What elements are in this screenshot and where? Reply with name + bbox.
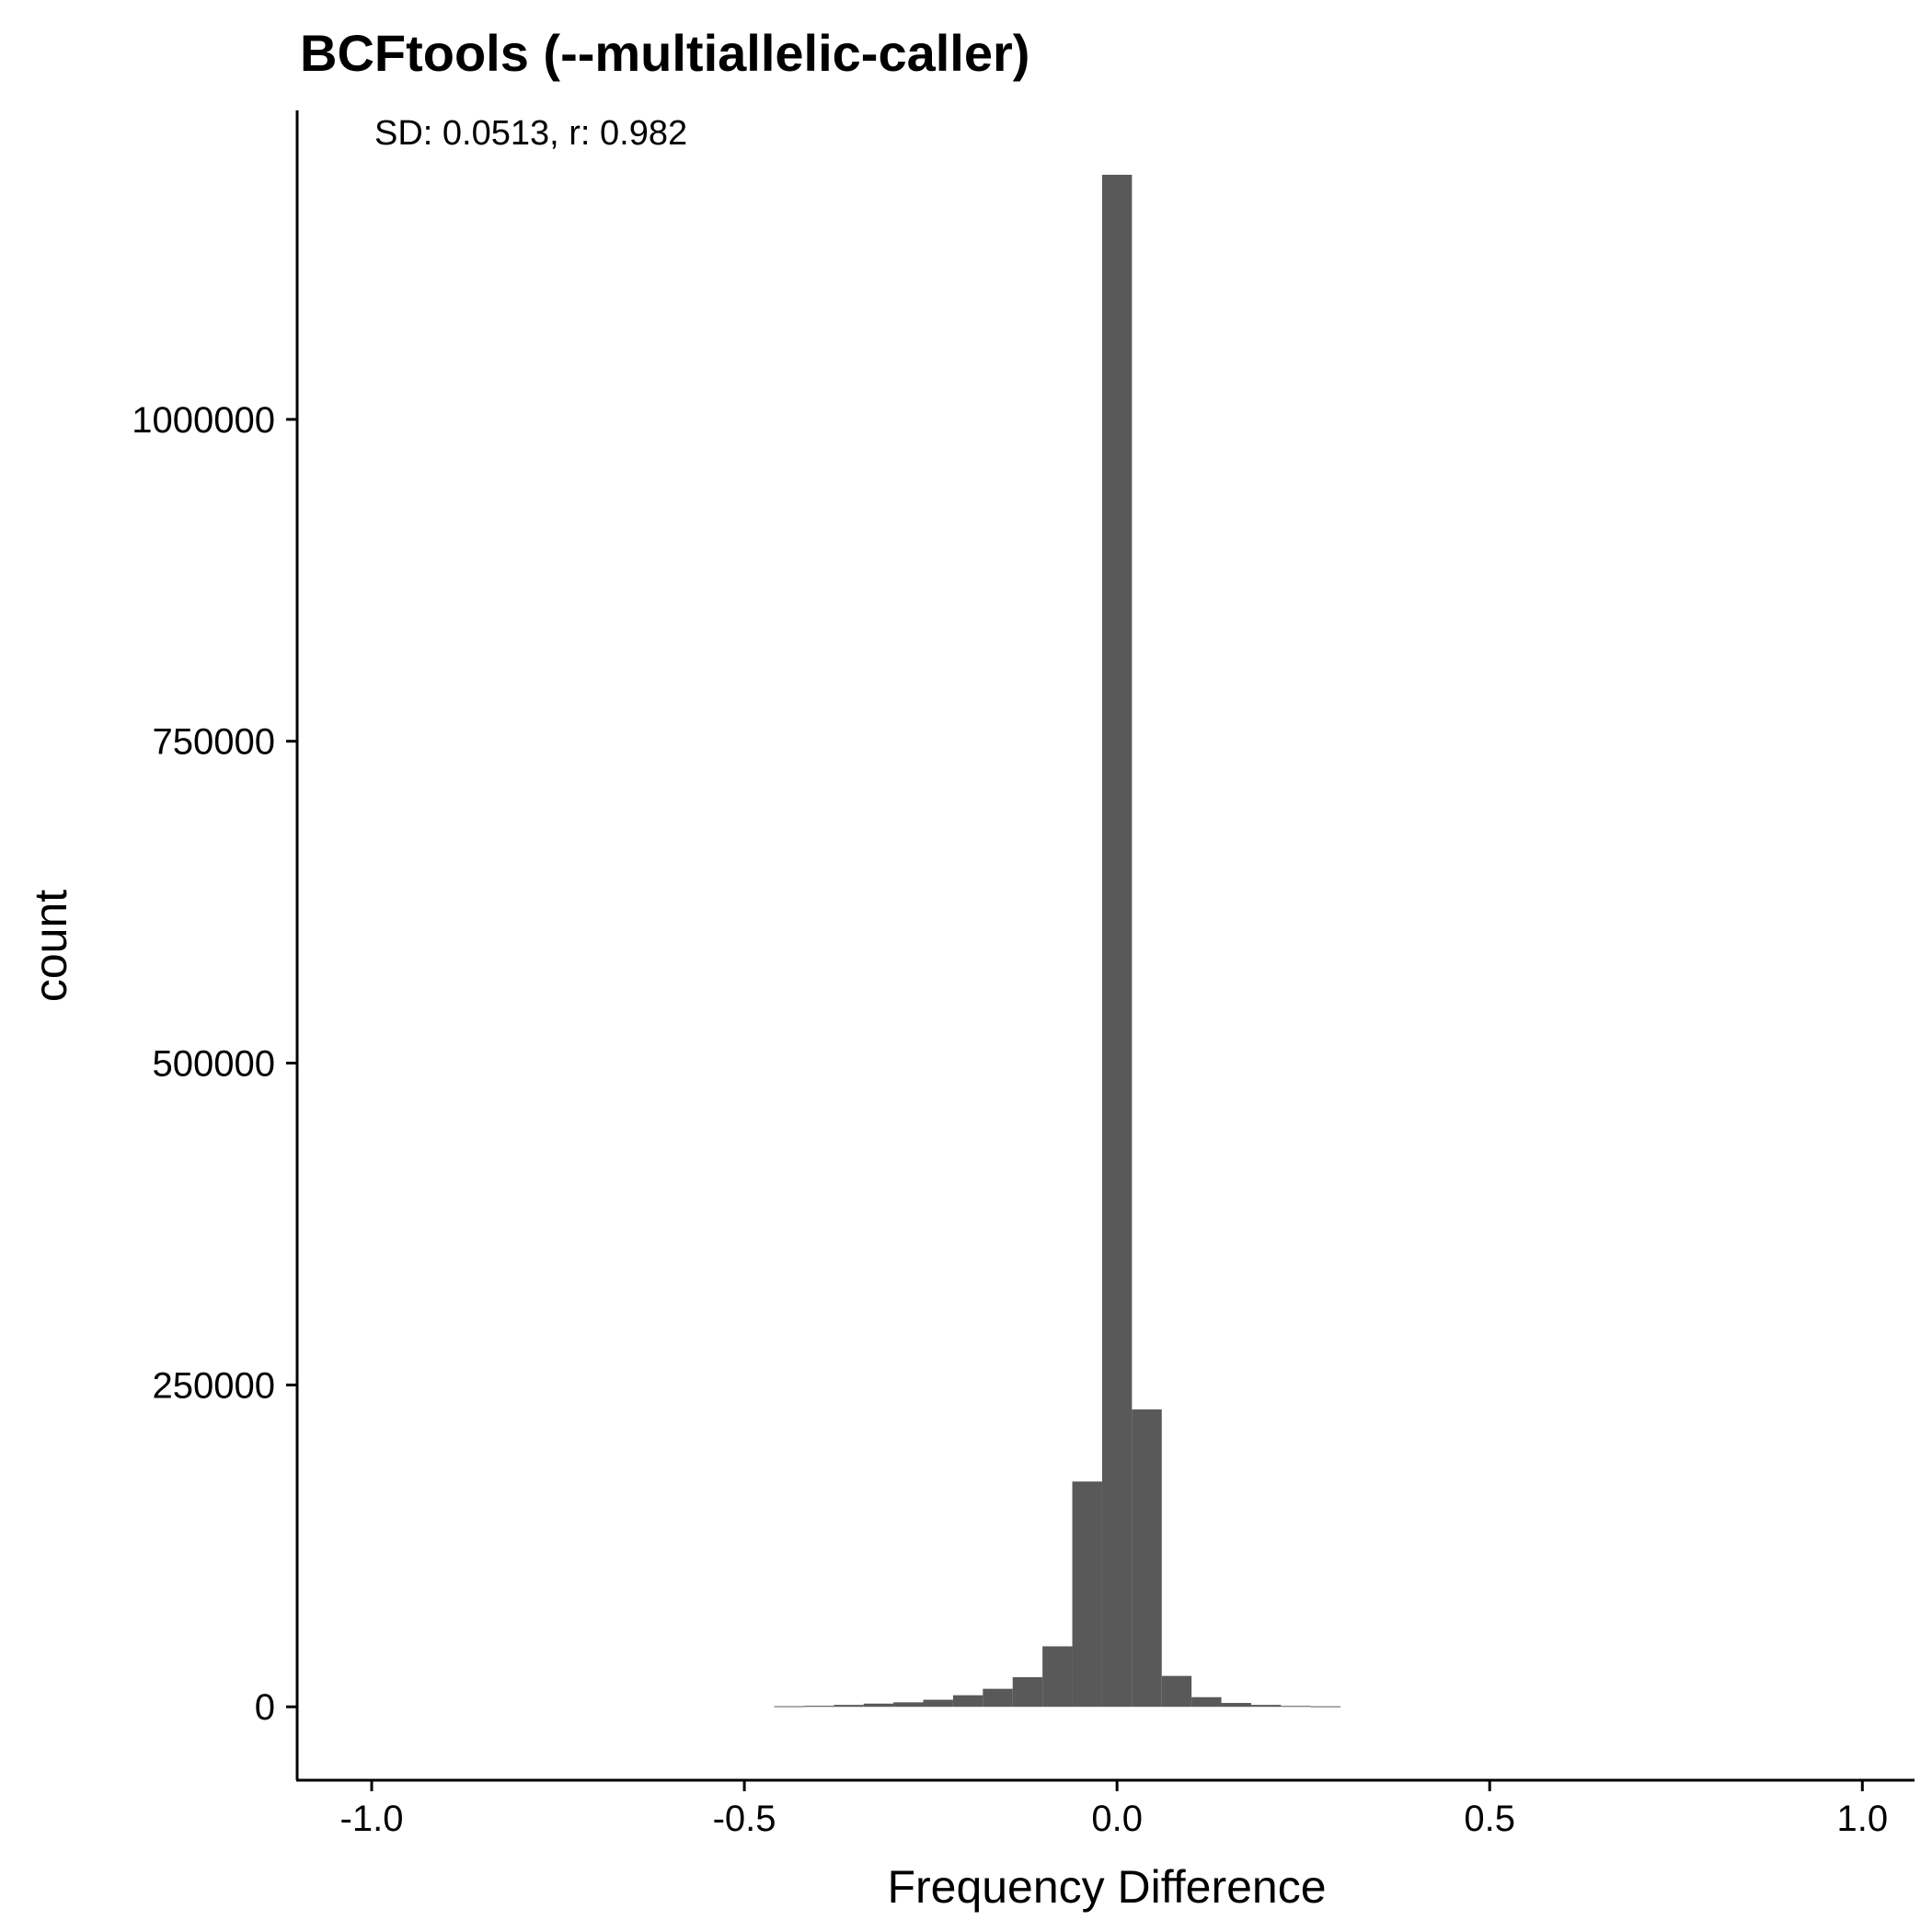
histogram-bar xyxy=(924,1700,953,1708)
histogram-bar xyxy=(774,1707,803,1708)
y-tick-label: 750000 xyxy=(153,722,275,763)
stats-annotation: SD: 0.0513, r: 0.982 xyxy=(374,114,687,153)
histogram-bar xyxy=(1073,1481,1102,1707)
histogram-bar xyxy=(1013,1677,1042,1707)
histogram-bar xyxy=(893,1702,923,1707)
x-tick-label: 1.0 xyxy=(1836,1799,1888,1839)
chart-title: BCFtools (--multiallelic-caller) xyxy=(300,24,1029,82)
x-tick-label: -0.5 xyxy=(713,1799,776,1839)
histogram-bar xyxy=(1281,1706,1310,1707)
histogram-bar xyxy=(834,1705,863,1707)
x-axis-title: Frequency Difference xyxy=(887,1861,1326,1913)
y-axis-title: count xyxy=(25,890,76,1002)
x-tick-label: 0.5 xyxy=(1464,1799,1515,1839)
histogram-bar xyxy=(1132,1409,1161,1707)
y-tick-label: 500000 xyxy=(153,1044,275,1085)
y-tick-label: 1000000 xyxy=(132,400,275,441)
histogram-bar xyxy=(1162,1676,1191,1708)
histogram-bar xyxy=(864,1704,893,1707)
x-tick-label: -1.0 xyxy=(340,1799,404,1839)
y-tick-label: 250000 xyxy=(153,1365,275,1406)
histogram-bar xyxy=(983,1689,1012,1708)
histogram-bars xyxy=(774,175,1340,1708)
histogram-bar xyxy=(1102,175,1132,1707)
y-axis-ticks: 0 250000 500000 750000 1000000 xyxy=(132,400,297,1728)
histogram-bar xyxy=(1191,1697,1221,1707)
histogram-bar xyxy=(953,1696,983,1708)
histogram-bar xyxy=(1222,1703,1251,1707)
histogram-bar xyxy=(1311,1707,1340,1708)
x-axis-ticks: -1.0 -0.5 0.0 0.5 1.0 xyxy=(340,1780,1889,1839)
x-tick-label: 0.0 xyxy=(1091,1799,1143,1839)
histogram-bar xyxy=(1042,1646,1072,1707)
histogram-bar xyxy=(1251,1705,1281,1707)
y-tick-label: 0 xyxy=(255,1687,275,1728)
histogram-bar xyxy=(804,1706,834,1707)
